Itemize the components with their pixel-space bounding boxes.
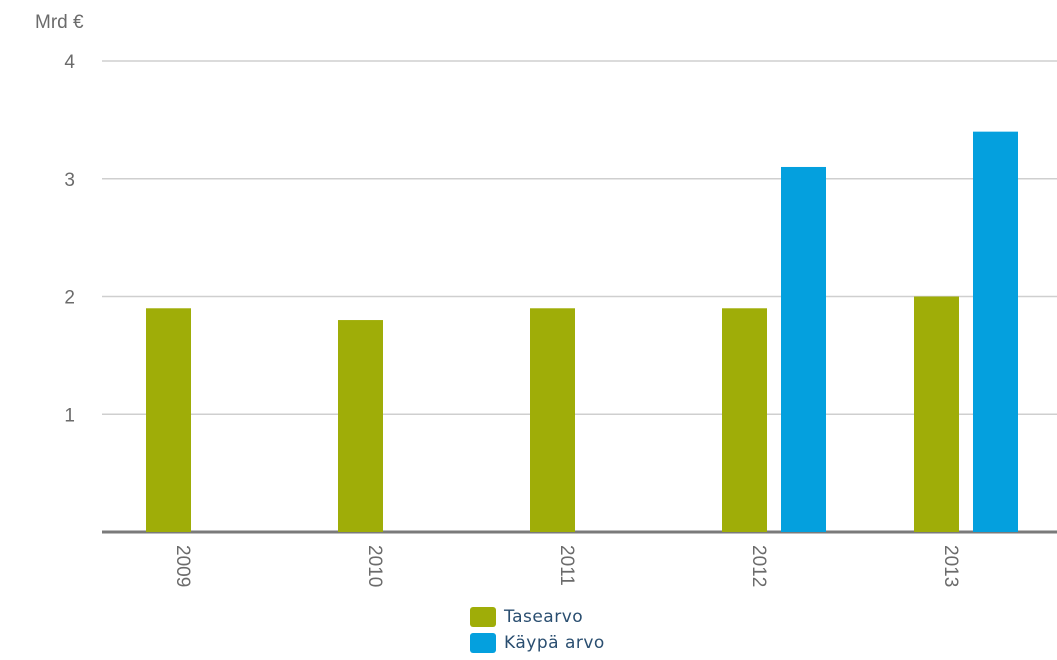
bar-tasearvo-2012 (722, 308, 767, 532)
legend-swatch-kaypa-arvo (470, 633, 496, 653)
legend-item-kaypa-arvo: Käypä arvo (470, 630, 605, 656)
x-tick-labels: 2009 2010 2011 2012 2013 (172, 545, 961, 587)
bar-tasearvo-2010 (338, 320, 383, 532)
x-tick-label: 2009 (172, 545, 193, 587)
x-tick-label: 2012 (748, 545, 769, 587)
legend-item-tasearvo: Tasearvo (470, 604, 605, 630)
y-tick-label: 2 (64, 288, 75, 309)
gridlines (102, 60, 1057, 534)
bar-tasearvo-2011 (530, 308, 575, 532)
bar-k-yp-arvo-2013 (973, 131, 1018, 532)
bar-tasearvo-2009 (146, 308, 191, 532)
y-tick-label: 4 (64, 52, 75, 73)
bar-k-yp-arvo-2012 (781, 166, 826, 532)
legend-label-tasearvo: Tasearvo (504, 607, 584, 627)
legend: Tasearvo Käypä arvo (470, 604, 605, 656)
legend-label-kaypa-arvo: Käypä arvo (504, 633, 605, 653)
y-tick-label: 1 (64, 405, 75, 426)
x-tick-label: 2013 (940, 545, 961, 587)
x-tick-label: 2010 (364, 545, 385, 587)
x-tick-label: 2011 (556, 545, 577, 586)
legend-swatch-tasearvo (470, 607, 496, 627)
bar-tasearvo-2013 (914, 296, 959, 532)
y-tick-label: 3 (64, 170, 75, 191)
bar-chart: 1 2 3 4 2009 2010 2011 2012 2013 (64, 52, 1057, 587)
bars (146, 131, 1018, 532)
y-axis-unit-label: Mrd € (35, 12, 84, 33)
y-tick-labels: 1 2 3 4 (64, 52, 75, 426)
